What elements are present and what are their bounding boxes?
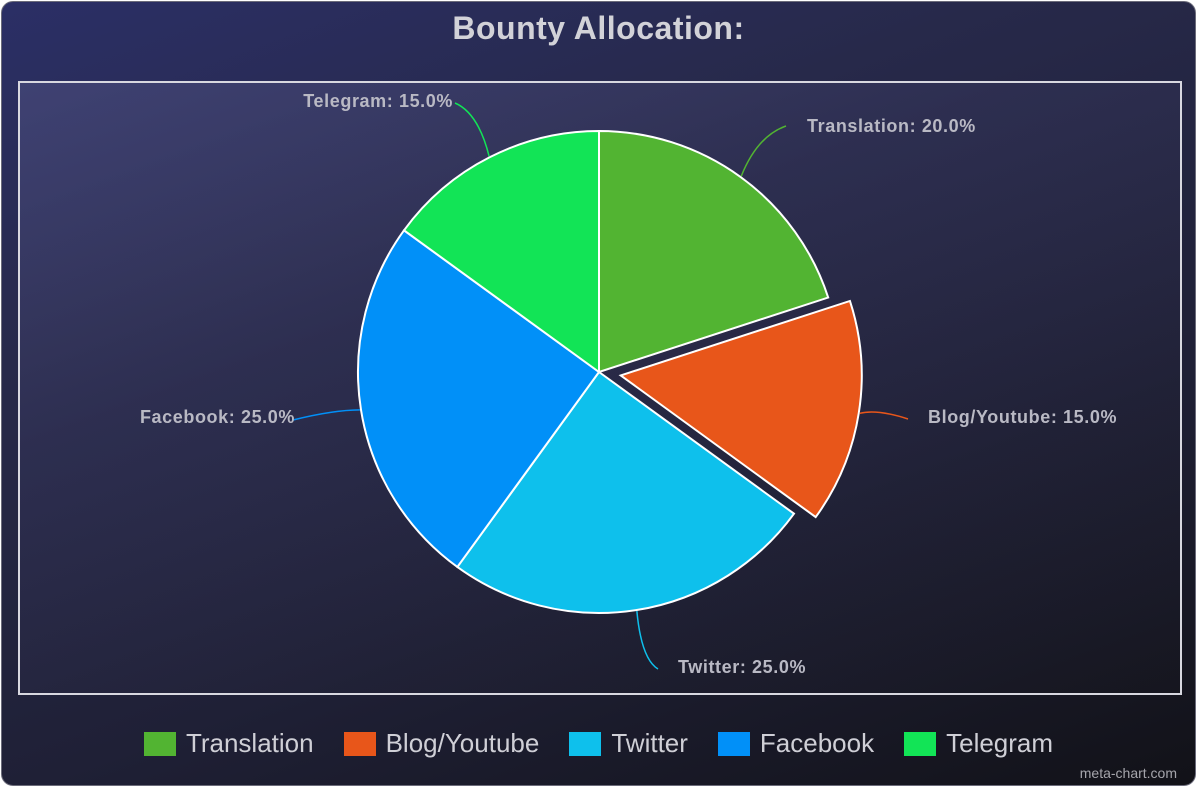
legend-item-telegram[interactable]: Telegram [904, 728, 1053, 759]
leader-line [293, 410, 360, 420]
leader-line [741, 126, 786, 176]
legend-swatch [904, 732, 936, 756]
legend-swatch [569, 732, 601, 756]
data-label: Twitter: 25.0% [678, 657, 806, 677]
watermark: meta-chart.com [1080, 765, 1177, 781]
legend-item-facebook[interactable]: Facebook [718, 728, 874, 759]
legend-label: Facebook [760, 728, 874, 759]
legend-item-translation[interactable]: Translation [144, 728, 314, 759]
legend: Translation Blog/Youtube Twitter Faceboo… [2, 728, 1195, 759]
legend-swatch [344, 732, 376, 756]
data-label: Translation: 20.0% [807, 116, 976, 136]
legend-label: Translation [186, 728, 314, 759]
data-label: Blog/Youtube: 15.0% [928, 407, 1117, 427]
leader-line [455, 103, 489, 156]
leader-line [860, 412, 908, 419]
leader-line [637, 611, 658, 669]
legend-swatch [718, 732, 750, 756]
legend-item-blog-youtube[interactable]: Blog/Youtube [344, 728, 540, 759]
data-label: Facebook: 25.0% [140, 407, 295, 427]
legend-item-twitter[interactable]: Twitter [569, 728, 688, 759]
legend-label: Telegram [946, 728, 1053, 759]
legend-label: Twitter [611, 728, 688, 759]
legend-label: Blog/Youtube [386, 728, 540, 759]
data-label: Telegram: 15.0% [303, 91, 453, 111]
legend-swatch [144, 732, 176, 756]
